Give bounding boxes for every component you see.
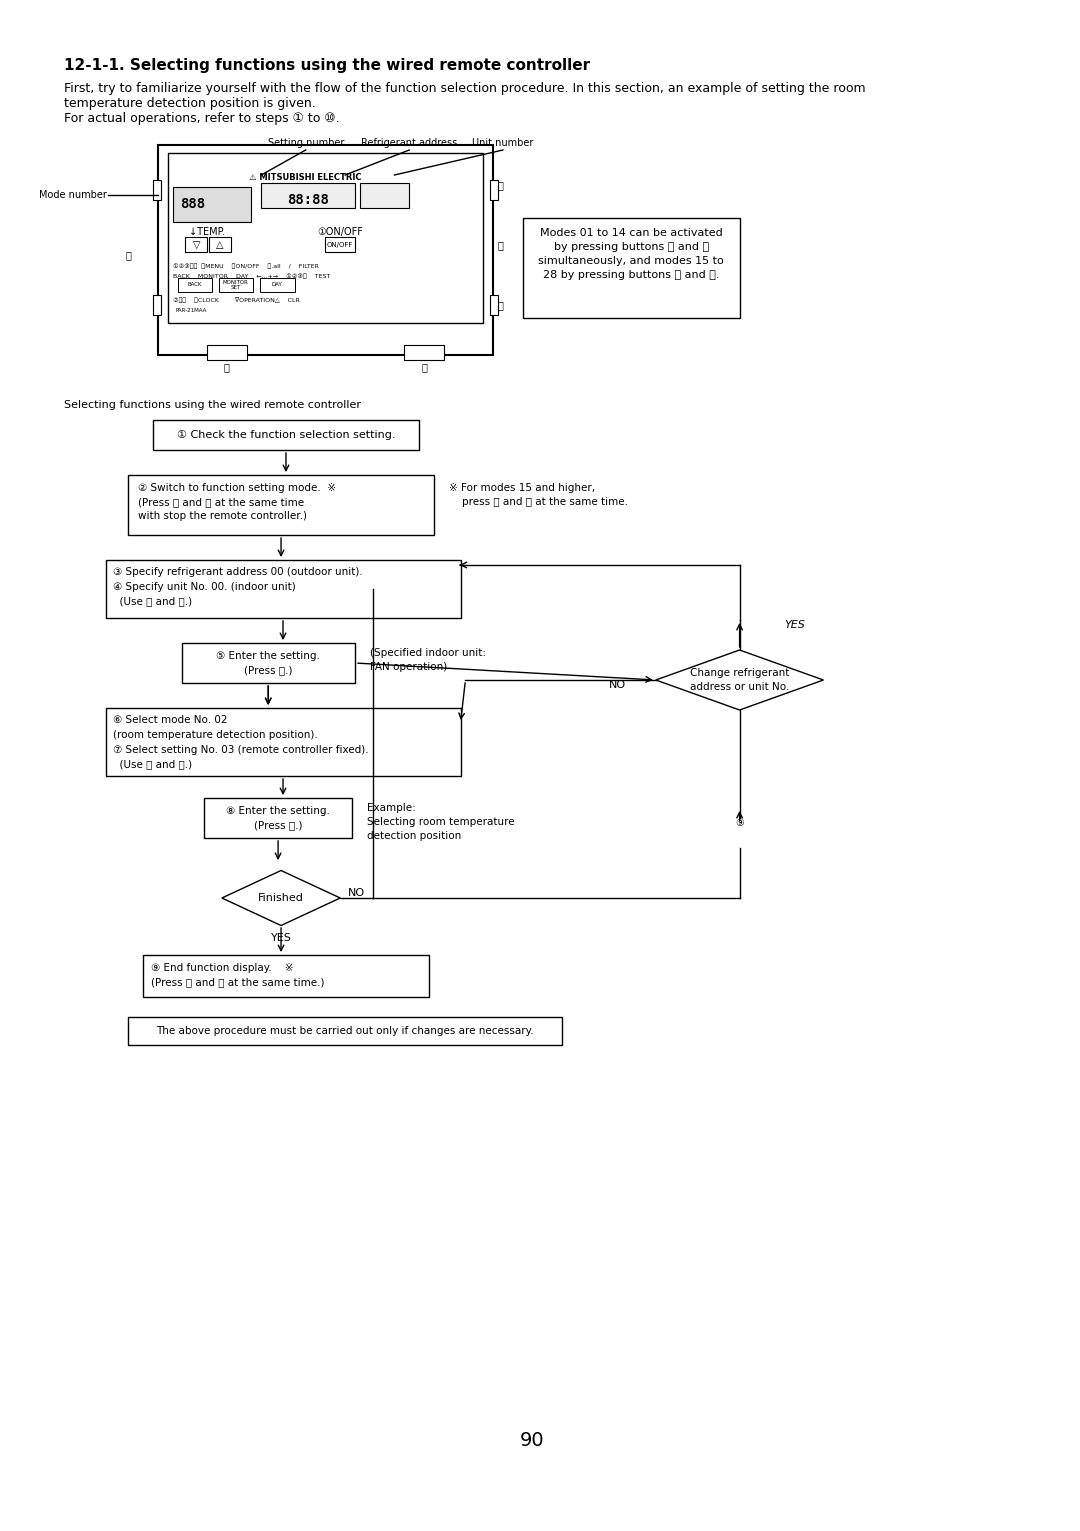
Text: First, try to familiarize yourself with the flow of the function selection proce: First, try to familiarize yourself with … [64,83,866,126]
Text: ON/OFF: ON/OFF [327,242,353,248]
Bar [153,181,161,201]
Text: Example:
Selecting room temperature
detection position: Example: Selecting room temperature dete… [367,802,514,841]
Bar [177,279,212,292]
Text: ⑨: ⑨ [735,818,744,828]
Bar [158,145,494,355]
Text: ① Check the function selection setting.: ① Check the function selection setting. [177,430,395,439]
Bar [153,295,161,315]
Text: (Specified indoor unit:
FAN operation): (Specified indoor unit: FAN operation) [369,648,486,672]
Text: 888: 888 [179,197,205,211]
Bar [404,344,444,360]
Text: ⑧ Enter the setting.
(Press ⓘ.): ⑧ Enter the setting. (Press ⓘ.) [226,805,330,830]
Text: Setting number: Setting number [268,138,343,149]
Text: Selecting functions using the wired remote controller: Selecting functions using the wired remo… [64,400,361,410]
Bar [129,475,434,534]
Text: 88:88: 88:88 [286,193,328,207]
Text: ▽: ▽ [192,240,200,250]
Text: ↓TEMP.: ↓TEMP. [189,227,225,237]
Text: 90: 90 [521,1430,544,1450]
Text: ⑨ End function display.    ※
(Press Ⓐ and Ⓑ at the same time.): ⑨ End function display. ※ (Press Ⓐ and Ⓑ… [151,963,324,987]
Text: Ⓑ: Ⓑ [498,240,504,250]
Bar [106,707,460,776]
Bar [106,560,460,619]
Text: PAR-21MAA: PAR-21MAA [176,308,207,312]
Bar [490,181,498,201]
Text: ③ Specify refrigerant address 00 (outdoor unit).
④ Specify unit No. 00. (indoor : ③ Specify refrigerant address 00 (outdoo… [113,566,363,606]
Text: ⚠ MITSUBISHI ELECTRIC: ⚠ MITSUBISHI ELECTRIC [249,173,362,182]
Bar [186,237,207,253]
Text: ⑥ Select mode No. 02
(room temperature detection position).
⑦ Select setting No.: ⑥ Select mode No. 02 (room temperature d… [113,715,369,770]
Bar [261,184,355,208]
Text: NO: NO [348,888,365,899]
Bar [523,217,740,318]
Text: NO: NO [609,680,626,690]
Text: Refrigerant address: Refrigerant address [361,138,457,149]
Text: The above procedure must be carried out only if changes are necessary.: The above procedure must be carried out … [157,1026,534,1036]
Bar [167,153,483,323]
Text: ⑤ Enter the setting.
(Press ⓘ.): ⑤ Enter the setting. (Press ⓘ.) [216,651,320,675]
Bar [210,237,231,253]
Bar [207,344,246,360]
Bar [183,643,355,683]
Text: YES: YES [271,932,292,943]
Bar [143,955,429,997]
Bar [153,419,419,450]
Text: DAY: DAY [272,283,283,288]
Text: 12-1-1. Selecting functions using the wired remote controller: 12-1-1. Selecting functions using the wi… [64,58,591,73]
Polygon shape [656,651,823,710]
Text: ⑦ⒶⒷ    ⓙCLOCK        ∇OPERATION△    CLR: ⑦ⒶⒷ ⓙCLOCK ∇OPERATION△ CLR [173,297,299,303]
Bar [129,1017,562,1046]
Text: Unit number: Unit number [472,138,534,149]
Bar [204,798,352,837]
Bar [260,279,295,292]
Bar [173,187,252,222]
Text: Change refrigerant
address or unit No.: Change refrigerant address or unit No. [690,669,789,692]
Text: △: △ [216,240,224,250]
Bar [325,237,355,253]
Bar [360,184,409,208]
Text: MONITOR
SET: MONITOR SET [222,280,248,291]
Text: BACK: BACK [187,283,202,288]
Text: BACK    MONITOR    DAY    ←...+→    ①②③ⓙ    TEST: BACK MONITOR DAY ←...+→ ①②③ⓙ TEST [173,273,329,279]
Text: ⓙ: ⓙ [421,361,427,372]
Text: ※ For modes 15 and higher,
    press ⓙ and Ⓑ at the same time.: ※ For modes 15 and higher, press ⓙ and Ⓑ… [448,482,627,507]
Text: Ⓐ: Ⓐ [498,181,504,190]
Text: Finished: Finished [258,893,303,903]
Text: YES: YES [784,620,805,629]
Text: ② Switch to function setting mode.  ※
(Press Ⓐ and Ⓑ at the same time
with stop : ② Switch to function setting mode. ※ (Pr… [138,482,336,521]
Polygon shape [221,871,340,926]
Text: Ⓓ: Ⓓ [498,300,504,309]
Text: ①②③ⓙⒾ  ⒸMENU    ⒹON/OFF    Ⓔ.all    /    FILTER: ①②③ⓙⒾ ⒸMENU ⒹON/OFF Ⓔ.all / FILTER [173,263,319,268]
Text: ①ON/OFF: ①ON/OFF [318,227,363,237]
Text: Mode number: Mode number [39,190,107,201]
Text: Modes 01 to 14 can be activated
by pressing buttons Ⓐ and Ⓑ
simultaneously, and : Modes 01 to 14 can be activated by press… [538,228,724,280]
Bar [490,295,498,315]
Text: Ⓒ: Ⓒ [224,361,230,372]
Bar [219,279,254,292]
Text: Ⓒ: Ⓒ [125,250,131,260]
